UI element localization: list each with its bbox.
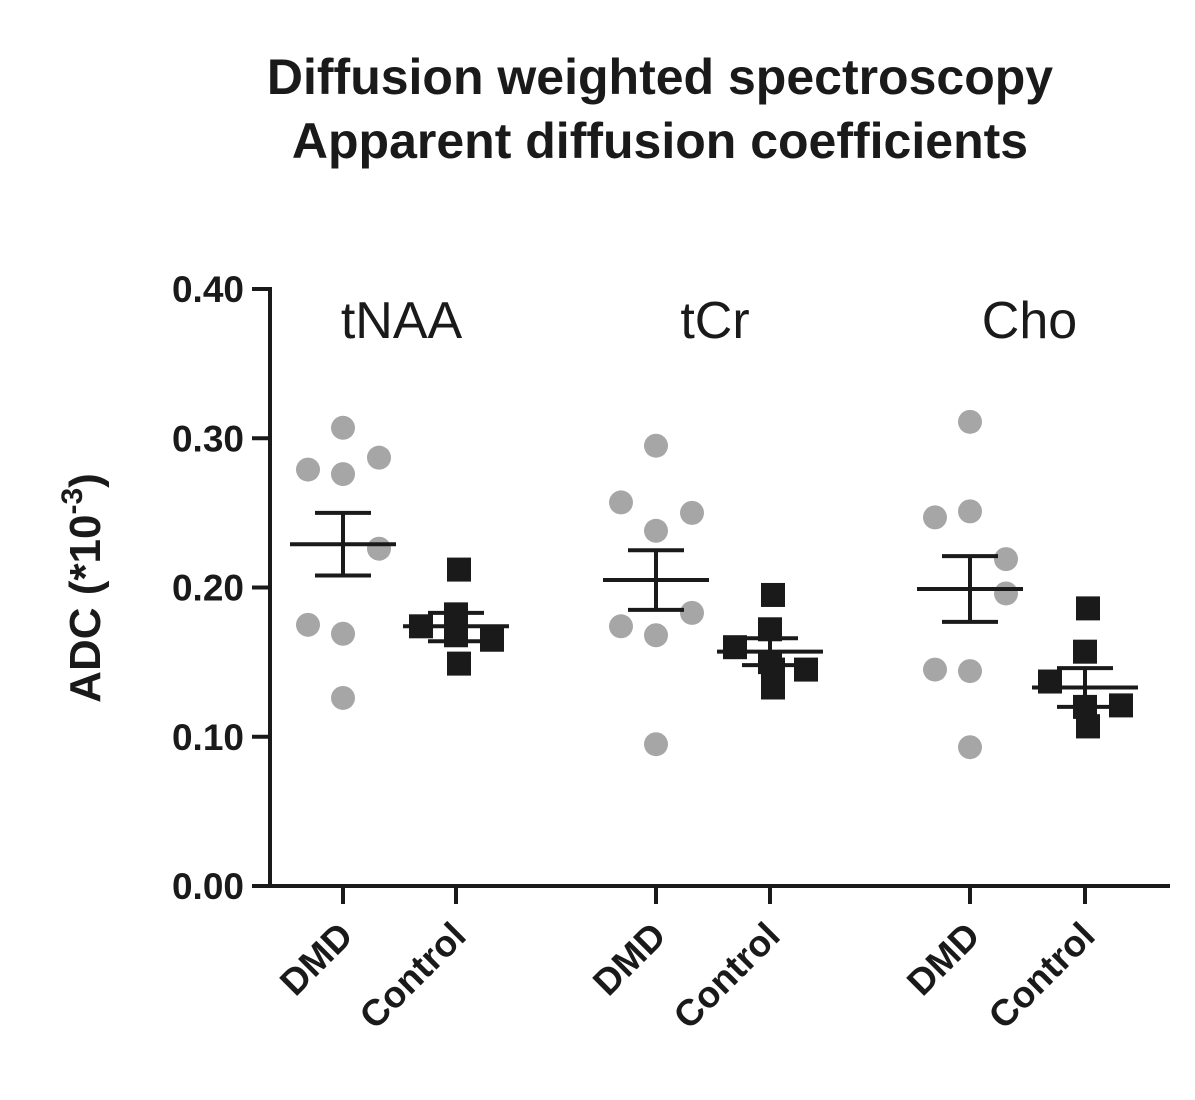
dmd-data-point	[367, 536, 391, 561]
y-ticks: 0.00 0.10 0.20 0.30 0.40	[172, 269, 270, 907]
group-label: tNAA	[341, 292, 463, 350]
group-label: Cho	[982, 292, 1077, 350]
dmd-data-point	[609, 490, 633, 515]
y-axis-title: ADC (*10-3)	[56, 473, 110, 703]
y-axis-title-close: )	[61, 473, 110, 488]
dmd-data-point	[367, 445, 391, 470]
y-tick-label: 0.20	[172, 568, 244, 609]
dmd-data-point	[644, 623, 668, 648]
dmd-data-point	[296, 457, 320, 482]
y-tick-label: 0.00	[172, 866, 244, 907]
y-axis-title-exponent: -3	[56, 488, 89, 515]
x-tick-label: DMD	[585, 915, 674, 1004]
control-data-point	[447, 651, 471, 676]
x-tick-label: Control	[666, 915, 788, 1037]
error-bars	[290, 510, 1138, 709]
dmd-data-point	[296, 612, 320, 637]
dmd-data-point	[331, 462, 355, 487]
dmd-data-point	[994, 547, 1018, 572]
dmd-data-point	[994, 581, 1018, 606]
control-data-point	[761, 582, 785, 607]
dmd-data-point	[680, 500, 704, 525]
y-axis-title-main: ADC (*10	[61, 515, 110, 703]
dmd-data-point	[644, 433, 668, 458]
control-data-point	[794, 657, 818, 682]
data-points	[296, 409, 1133, 760]
dmd-data-point	[923, 505, 947, 530]
control-data-point	[1076, 596, 1100, 621]
dmd-data-point	[644, 732, 668, 757]
dmd-data-point	[958, 409, 982, 434]
dmd-data-point	[331, 685, 355, 710]
dmd-data-point	[331, 415, 355, 440]
y-tick-label: 0.30	[172, 418, 244, 459]
control-data-point	[447, 557, 471, 582]
group-label: tCr	[680, 292, 749, 350]
x-tick-label: DMD	[272, 915, 361, 1004]
dmd-data-point	[644, 518, 668, 543]
dmd-data-point	[958, 499, 982, 524]
x-tick-label: DMD	[899, 915, 988, 1004]
control-data-point	[1076, 714, 1100, 739]
control-data-point	[1038, 669, 1062, 694]
group-labels: tNAA tCr Cho	[341, 292, 1077, 350]
dmd-data-point	[331, 621, 355, 646]
y-tick-label: 0.40	[172, 269, 244, 310]
chart-subtitle: Apparent diffusion coefficients	[291, 113, 1029, 169]
dmd-data-point	[958, 659, 982, 684]
control-data-point	[761, 675, 785, 700]
dmd-data-point	[609, 614, 633, 639]
chart-title: Diffusion weighted spectroscopy	[266, 49, 1054, 105]
dmd-data-point	[680, 600, 704, 625]
x-tick-label: Control	[352, 915, 474, 1037]
y-tick-label: 0.10	[172, 717, 244, 758]
dmd-data-point	[958, 735, 982, 760]
control-data-point	[1073, 639, 1097, 664]
dmd-data-point	[923, 657, 947, 682]
x-tick-label: Control	[981, 915, 1103, 1037]
